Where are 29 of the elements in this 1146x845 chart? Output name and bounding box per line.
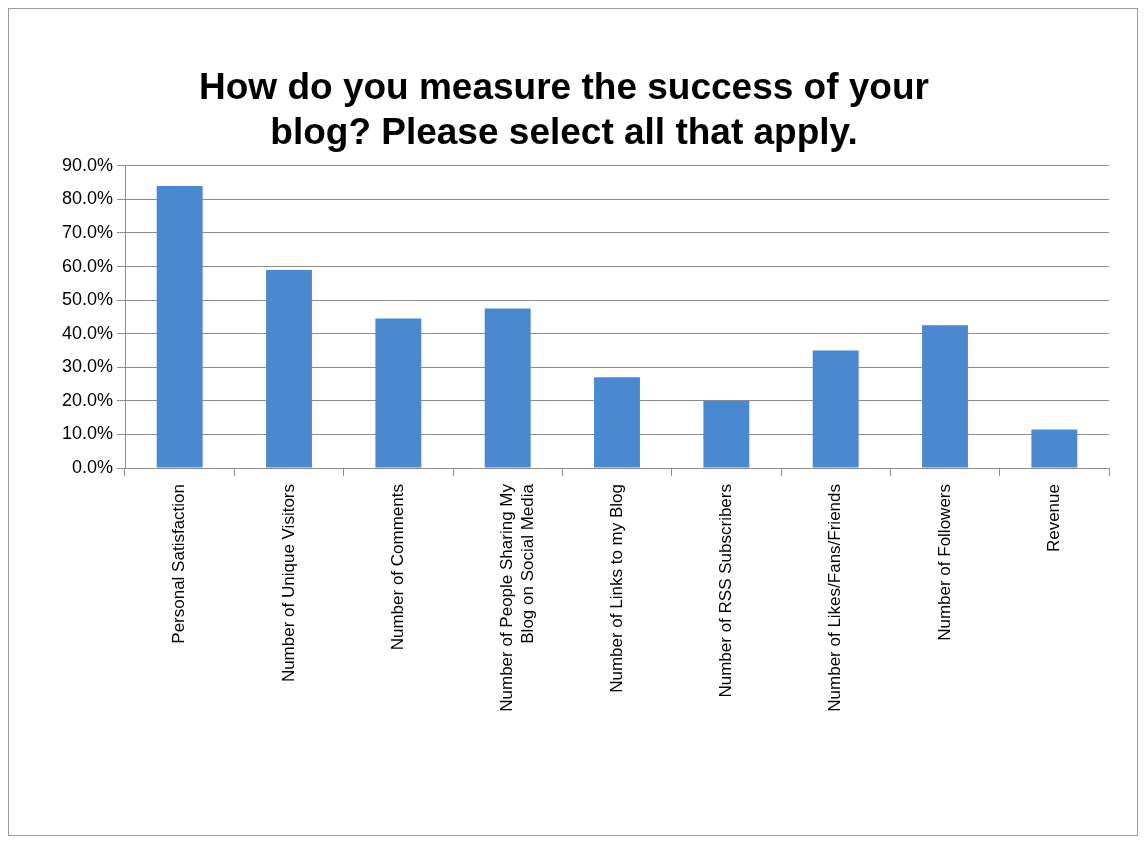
x-tick-label: Number of Unique Visitors: [278, 484, 298, 683]
y-tick-label: 40.0%: [61, 322, 113, 343]
bar: [484, 308, 531, 468]
x-tick-label: Number of Followers: [934, 484, 954, 641]
x-tick-label: Number of Likes/Fans/Friends: [825, 484, 845, 712]
bar: [703, 400, 750, 468]
x-tick-label: Number of Comments: [388, 484, 408, 651]
x-tick-label: Personal Satisfaction: [169, 484, 189, 644]
bar: [156, 185, 203, 468]
y-tick-label: 10.0%: [61, 423, 113, 444]
bar: [1031, 429, 1078, 468]
bar: [812, 350, 859, 468]
y-tick-label: 90.0%: [61, 154, 113, 175]
chart-title: How do you measure the success of your blog? Please select all that apply.: [199, 66, 929, 152]
y-tick-label: 50.0%: [61, 289, 113, 310]
y-tick-label: 70.0%: [61, 221, 113, 242]
bar: [266, 269, 312, 468]
bar: [922, 325, 968, 468]
y-tick-label: 60.0%: [61, 255, 113, 276]
y-tick-label: 30.0%: [61, 356, 113, 377]
y-tick-label: 0.0%: [71, 456, 113, 477]
x-tick-label: Revenue: [1044, 484, 1064, 553]
x-tick-label: Number of RSS Subscribers: [716, 484, 736, 698]
bar: [594, 377, 640, 468]
y-tick-label: 80.0%: [61, 188, 113, 209]
y-tick-label: 20.0%: [61, 389, 113, 410]
x-tick-label: Number of People Sharing My Blog on Social Media: [497, 483, 537, 712]
x-tick-label: Number of Links to my Blog: [606, 484, 626, 693]
bar: [375, 318, 422, 468]
